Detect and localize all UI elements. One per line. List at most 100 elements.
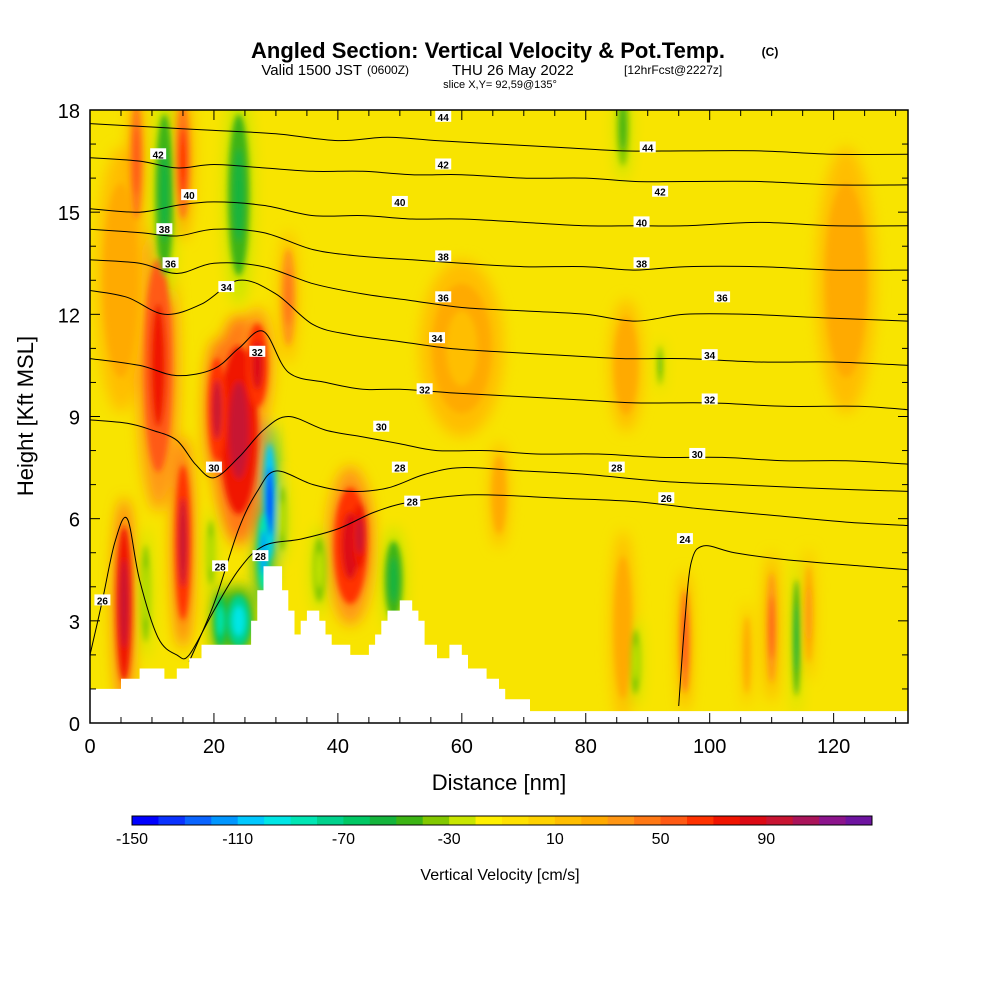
colorbar-tick-label: 50 [652, 831, 670, 848]
contour-label: 28 [608, 461, 625, 475]
colorbar-swatch [845, 816, 873, 825]
x-tick-label: 120 [817, 736, 850, 758]
downdraft-core [217, 605, 224, 636]
contour-label: 30 [373, 420, 390, 434]
contour-label: 40 [633, 216, 650, 229]
contour-label-text: 30 [692, 450, 704, 461]
contour-label: 32 [701, 393, 718, 406]
contour-label: 34 [429, 332, 446, 345]
updraft-core [682, 611, 688, 672]
contour-label: 30 [205, 461, 222, 475]
isentrope-26 [90, 494, 908, 660]
updraft-core [769, 595, 775, 660]
x-tick-label: 80 [575, 736, 597, 758]
valid-date: THU 26 May 2022 [452, 62, 574, 79]
contour-label: 28 [212, 560, 229, 573]
y-axis-label: Height [Kft MSL] [13, 336, 38, 496]
downdraft-core [279, 499, 285, 538]
contour-label: 28 [404, 495, 421, 509]
forecast-label: [12hrFcst@2227z] [624, 63, 722, 77]
contour-label-bg [249, 345, 266, 357]
contour-label: 36 [435, 291, 452, 304]
colorbar-tick-labels: -150 -110 -70 -30 10 50 90 [116, 831, 775, 848]
colorbar-tick-label: -110 [222, 831, 253, 848]
colorbar-swatch [369, 816, 397, 825]
colorbar-swatch [317, 816, 344, 825]
contour-label: 36 [162, 257, 179, 270]
contour-label-text: 28 [215, 562, 227, 573]
contour-label-text: 36 [717, 293, 729, 304]
downdraft-core [143, 565, 148, 622]
contour-label: 42 [150, 148, 167, 161]
contour-label: 42 [435, 158, 452, 171]
contour-label-text: 42 [655, 188, 667, 199]
contour-label: 44 [639, 141, 656, 154]
contour-label: 34 [701, 349, 718, 362]
colorbar-swatch [211, 816, 239, 825]
contour-label: 26 [94, 594, 111, 607]
contour-label-text: 34 [704, 351, 716, 362]
contour-label-text: 42 [153, 150, 165, 161]
contour-label-text: 40 [636, 218, 648, 229]
terrain-mask [90, 566, 908, 723]
colorbar-label: Vertical Velocity [cm/s] [420, 867, 579, 884]
contour-label-text: 34 [431, 334, 443, 345]
updraft-core [178, 497, 187, 588]
updraft-core [618, 586, 628, 669]
contour-label-bg [435, 250, 452, 262]
colorbar-swatch [713, 816, 741, 825]
x-axis-ticks: 0 20 40 60 80 100 120 [84, 110, 897, 758]
contour-label-bg [676, 533, 693, 545]
contour-label-text: 44 [642, 143, 654, 154]
contour-label-text: 30 [208, 464, 220, 475]
updraft-core [284, 269, 293, 326]
isentrope-42 [90, 157, 908, 186]
contour-label-bg [429, 332, 446, 344]
contour-label-text: 34 [221, 283, 233, 294]
downdraft-core [658, 354, 662, 377]
updraft-core [835, 224, 857, 337]
x-tick-label: 60 [451, 736, 473, 758]
colorbar-swatch [660, 816, 688, 825]
contour-label: 30 [689, 447, 706, 461]
contour-label-bg [404, 495, 421, 507]
contour-label-bg [373, 420, 390, 432]
contour-label-text: 28 [611, 464, 623, 475]
colorbar-tick-label: -150 [116, 831, 148, 848]
x-tick-label: 20 [203, 736, 225, 758]
contour-label: 32 [249, 345, 266, 359]
y-tick-label: 6 [69, 510, 80, 532]
contour-label-text: 30 [376, 423, 388, 434]
contour-label-bg [689, 447, 706, 459]
contour-labels: 44 44 42 42 42 40 40 40 38 38 38 36 36 36 34 34 34 32 32 32… [94, 110, 731, 607]
colorbar-swatch [237, 816, 265, 825]
colorbar-swatch [634, 816, 662, 825]
y-tick-label: 12 [58, 305, 80, 327]
updraft-core [111, 224, 131, 337]
contour-label-bg [435, 158, 452, 170]
downdraft-core [632, 642, 638, 681]
updraft-core [212, 379, 222, 440]
downdraft-core [266, 467, 273, 536]
isentrope-lines [90, 123, 908, 707]
updraft-core [150, 303, 166, 428]
contour-label-text: 40 [184, 191, 196, 202]
contour-label-bg [94, 594, 111, 606]
contour-label-text: 42 [438, 160, 450, 171]
colorbar-swatch [184, 816, 212, 825]
colorbar-swatch [158, 816, 186, 825]
contour-label-text: 26 [97, 596, 109, 607]
y-tick-label: 9 [69, 408, 80, 430]
colorbar-frame [131, 815, 873, 826]
updraft-core [745, 632, 749, 678]
colorbar-swatch [554, 816, 582, 825]
contour-label: 38 [435, 250, 452, 263]
contour-label-text: 38 [438, 252, 450, 263]
contour-label-bg [156, 223, 173, 235]
contour-label-bg [714, 291, 731, 303]
downdraft-core [233, 148, 245, 242]
contour-label: 28 [391, 461, 408, 475]
updraft-core [446, 310, 478, 386]
downdraft-core [316, 551, 323, 589]
